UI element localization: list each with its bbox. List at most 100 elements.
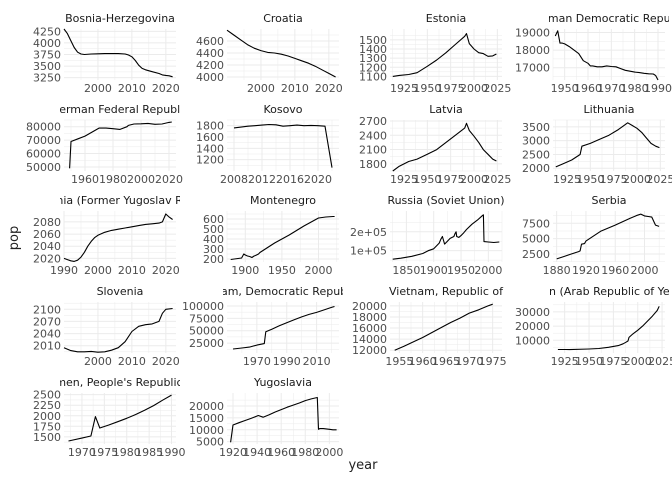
y-tick-label: 2070 (33, 315, 61, 328)
x-tick-label: 1975 (437, 173, 465, 186)
y-tick-label: 2500 (522, 148, 550, 161)
panel-title: Kosovo (263, 103, 302, 116)
y-tick-label: 17000 (515, 62, 550, 75)
x-tick-label: 2000 (84, 82, 112, 95)
x-tick-label: 2000 (315, 446, 343, 459)
panel-title: Macedonia (Former Yugoslav Republic) (14, 194, 227, 207)
x-tick-label: 2000 (127, 173, 155, 186)
panel-title: Slovenia (97, 285, 144, 298)
y-tick-label: 25000 (189, 337, 224, 350)
y-tick-label: 20000 (352, 300, 387, 313)
x-tick-label: 1970 (455, 355, 483, 368)
x-tick-label: 1925 (551, 355, 579, 368)
y-tick-label: 1500 (359, 34, 387, 47)
y-tick-label: 2010 (33, 340, 61, 353)
y-tick-label: 70000 (26, 134, 61, 147)
x-tick-label: 1980 (621, 82, 649, 95)
x-tick-label: 1900 (420, 264, 448, 277)
y-tick-label: 3250 (33, 72, 61, 85)
x-tick-label: 1950 (575, 355, 603, 368)
x-tick-label: 1985 (135, 446, 163, 459)
panel-title: Vietnam, Democratic Republic of (193, 285, 375, 298)
x-tick-label: 2000 (84, 355, 112, 368)
y-tick-label: 80000 (26, 121, 61, 134)
panel-title: Yemen, People's Republic of (42, 376, 198, 389)
facet-panel: Estonia192519501975200020251100120013001… (359, 12, 511, 95)
x-tick-label: 1965 (432, 355, 460, 368)
facet-panel: Lithuania1925195019752000202520002500300… (522, 103, 672, 186)
y-tick-label: 12000 (352, 344, 387, 357)
facet-panel: German Federal Republic 1960 1980 2000 2020 5… (26, 103, 183, 186)
facet-panel: German Democratic Republic19501960197019… (515, 12, 672, 95)
y-tick-label: 2020 (33, 252, 61, 265)
series-line (63, 307, 173, 353)
x-tick-label: 2000 (474, 264, 502, 277)
x-tick-label: 2025 (646, 173, 672, 186)
x-tick-label: 2016 (276, 173, 304, 186)
y-tick-label: 1500 (33, 431, 61, 444)
panel-title: Lithuania (584, 103, 635, 116)
x-tick-label: 1990 (644, 82, 672, 95)
x-tick-label: 1955 (385, 355, 413, 368)
x-axis-title: year (348, 458, 378, 473)
y-tick-label: 2400 (359, 129, 387, 142)
x-tick-label: 1970 (68, 446, 96, 459)
series-line (68, 394, 172, 442)
y-tick-label: 3500 (522, 121, 550, 134)
x-tick-label: 1850 (392, 264, 420, 277)
y-tick-label: 5000 (522, 233, 550, 246)
series-line (230, 215, 335, 261)
y-tick-label: 200 (203, 253, 224, 266)
x-tick-label: 2020 (152, 264, 180, 277)
y-tick-label: 2100 (359, 144, 387, 157)
x-tick-label: 1900 (231, 264, 259, 277)
facet-panel: Yemen, People's Republic of1970197519801… (33, 376, 198, 459)
y-tick-label: 7500 (522, 217, 550, 230)
x-tick-label: 1970 (243, 355, 271, 368)
x-tick-label: 2000 (624, 355, 652, 368)
x-tick-label: 1920 (572, 264, 600, 277)
y-tick-label: 50000 (26, 161, 61, 174)
series-line (63, 28, 173, 78)
x-tick-label: 2010 (303, 355, 331, 368)
y-tick-label: 4000 (33, 37, 61, 50)
series-line (63, 213, 173, 262)
x-tick-label: 1950 (413, 173, 441, 186)
y-tick-label: 4600 (196, 35, 224, 48)
y-tick-label: 2700 (359, 115, 387, 128)
y-tick-label: 1400 (196, 142, 224, 155)
x-tick-label: 1880 (543, 264, 571, 277)
x-tick-label: 1960 (409, 355, 437, 368)
x-tick-label: 1960 (71, 173, 99, 186)
facet-panel: Yemen (Arab Republic of Yemen) 1925195019… (515, 285, 672, 368)
series-line (232, 305, 335, 350)
y-tick-label: 5000 (196, 436, 224, 449)
y-tick-label: 4000 (196, 71, 224, 84)
y-tick-label: 3000 (522, 135, 550, 148)
y-tick-label: 1600 (196, 131, 224, 144)
x-tick-label: 1975 (600, 173, 628, 186)
panel-title: Montenegro (250, 194, 316, 207)
y-tick-label: 2060 (33, 228, 61, 241)
y-tick-label: 4200 (196, 59, 224, 72)
x-tick-label: 1975 (437, 82, 465, 95)
x-tick-label: 1975 (599, 355, 627, 368)
facet-panel: Bosnia-Herzegovina 2000 2010 2020 3250350037… (33, 12, 180, 95)
y-tick-label: 2080 (33, 216, 61, 229)
y-tick-label: 1200 (359, 61, 387, 74)
x-tick-label: 2010 (118, 355, 146, 368)
x-tick-label: 2000 (305, 264, 333, 277)
panel-title: Latvia (429, 103, 463, 116)
x-tick-label: 1925 (390, 173, 418, 186)
x-tick-label: 1950 (447, 264, 475, 277)
x-tick-label: 1990 (273, 355, 301, 368)
series-line (557, 306, 660, 351)
x-tick-label: 2000 (460, 173, 488, 186)
y-tick-label: 16000 (352, 322, 387, 335)
y-tick-label: 600 (203, 213, 224, 226)
y-tick-label: 4250 (33, 25, 61, 38)
panel-title: Yemen (Arab Republic of Yemen) (519, 285, 672, 298)
